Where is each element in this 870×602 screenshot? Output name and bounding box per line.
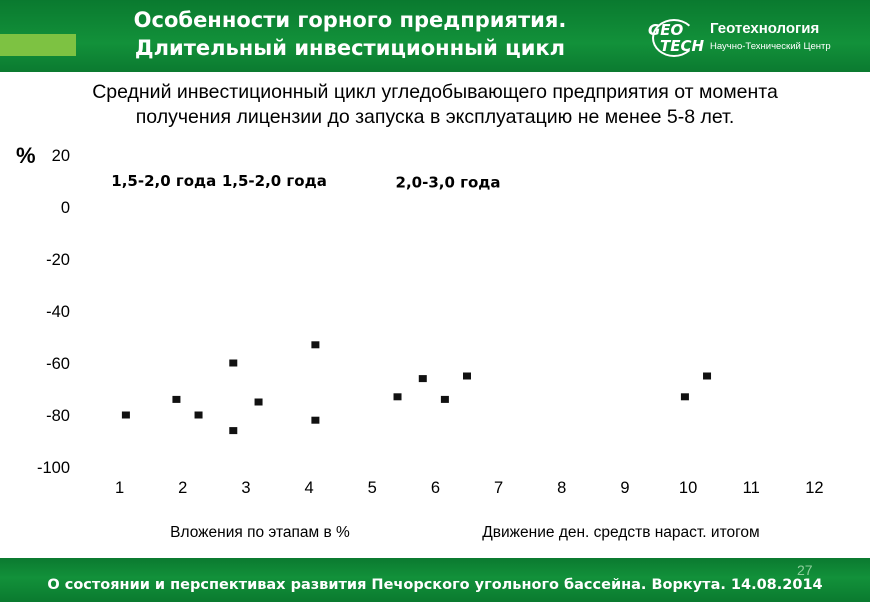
data-point — [463, 372, 471, 380]
phase-duration-label: 1,5-2,0 года — [222, 172, 327, 190]
y-tick-label: -20 — [46, 251, 70, 269]
x-tick-label: 10 — [679, 479, 697, 497]
y-tick-label: -40 — [46, 303, 70, 321]
legend-entry: Движение ден. средств нараст. итогом — [482, 524, 759, 541]
x-tick-label: 12 — [805, 479, 823, 497]
data-point — [229, 359, 238, 367]
page-number: 27 — [797, 562, 813, 578]
logo-mark: GEO TECH — [646, 16, 704, 60]
y-tick-label: 20 — [52, 147, 70, 165]
geotech-logo: GEO TECH Геотехнология Научно-Технически… — [646, 16, 846, 60]
y-tick-label: -100 — [37, 459, 70, 477]
logo-mark-line-2: TECH — [660, 37, 705, 55]
data-point — [680, 393, 689, 401]
y-tick-label: -80 — [46, 407, 70, 425]
page-title-line-1: Особенности горного предприятия. — [133, 8, 567, 32]
x-tick-label: 7 — [494, 479, 503, 497]
x-tick-label: 5 — [368, 479, 377, 497]
slide-subtitle: Средний инвестиционный цикл угледобывающ… — [20, 80, 850, 130]
x-tick-label: 8 — [557, 479, 566, 497]
legend-entry: Вложения по этапам в % — [170, 524, 350, 541]
data-point — [311, 341, 320, 349]
x-tick-label: 1 — [115, 479, 124, 497]
logo-name: Геотехнология — [710, 20, 820, 37]
data-point — [172, 395, 181, 403]
x-tick-label: 9 — [620, 479, 629, 497]
data-point — [121, 411, 130, 419]
x-tick-label: 4 — [304, 479, 313, 497]
header-bar — [0, 0, 870, 72]
phase-duration-label: 1,5-2,0 года — [111, 172, 216, 190]
slide-subtitle-line-2: получения лицензии до запуска в эксплуат… — [135, 106, 735, 128]
y-axis-label: % — [16, 143, 36, 168]
x-tick-label: 2 — [178, 479, 187, 497]
header-accent-stripe — [0, 34, 76, 56]
slide-subtitle-line-1: Средний инвестиционный цикл угледобывающ… — [92, 81, 778, 103]
data-point — [393, 393, 402, 401]
x-tick-label: 6 — [431, 479, 440, 497]
logo-ring — [652, 19, 696, 57]
phase-duration-label: 2,0-3,0 года — [396, 174, 501, 192]
logo-mark-line-1: GEO — [648, 21, 684, 39]
footer-text: О состоянии и перспективах развития Печо… — [47, 577, 823, 593]
logo-subtitle: Научно-Технический Центр — [710, 41, 831, 52]
data-point — [418, 375, 427, 383]
footer-bar — [0, 558, 870, 602]
x-tick-label: 11 — [743, 479, 760, 497]
data-point — [703, 372, 712, 380]
y-tick-label: -60 — [46, 355, 70, 373]
data-point — [229, 427, 238, 435]
data-point — [254, 398, 263, 406]
x-tick-label: 3 — [241, 479, 250, 497]
y-tick-label: 0 — [61, 199, 70, 217]
data-point — [311, 416, 320, 424]
page-title-line-2: Длительный инвестиционный цикл — [134, 36, 566, 60]
data-point — [440, 395, 449, 403]
page-title: Особенности горного предприятия. Длитель… — [90, 6, 610, 62]
data-point — [194, 411, 203, 419]
